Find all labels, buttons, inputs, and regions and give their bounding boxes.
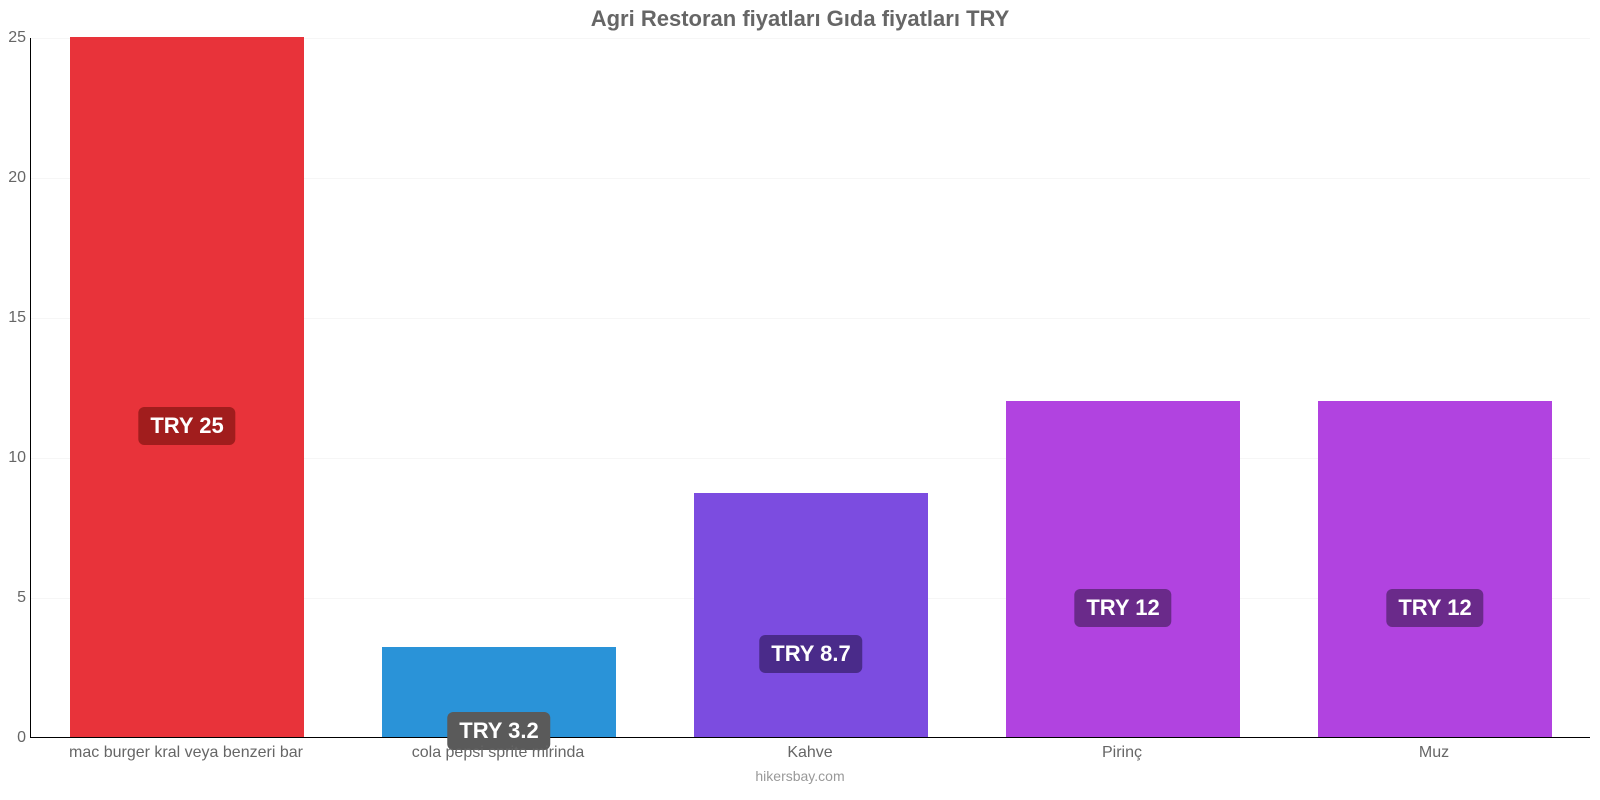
x-label: Pirinç xyxy=(1102,744,1142,762)
y-tick-0: 0 xyxy=(0,729,26,747)
x-label: mac burger kral veya benzeri bar xyxy=(69,744,303,762)
y-tick-5: 5 xyxy=(0,589,26,607)
value-badge: TRY 8.7 xyxy=(759,635,862,673)
plot-area: TRY 25 TRY 3.2 TRY 8.7 TRY 12 TRY 12 xyxy=(30,38,1590,738)
y-tick-25: 25 xyxy=(0,29,26,47)
y-tick-15: 15 xyxy=(0,309,26,327)
price-chart: Agri Restoran fiyatları Gıda fiyatları T… xyxy=(0,0,1600,800)
bar-mac-burger xyxy=(70,37,304,737)
y-tick-20: 20 xyxy=(0,169,26,187)
value-badge: TRY 25 xyxy=(138,407,235,445)
chart-title: Agri Restoran fiyatları Gıda fiyatları T… xyxy=(0,6,1600,32)
x-label: Kahve xyxy=(787,744,832,762)
bar-muz xyxy=(1318,401,1552,737)
value-badge: TRY 12 xyxy=(1074,589,1171,627)
x-label: Muz xyxy=(1419,744,1449,762)
chart-caption: hikersbay.com xyxy=(0,768,1600,784)
value-badge: TRY 12 xyxy=(1386,589,1483,627)
bar-pirinc xyxy=(1006,401,1240,737)
bar-kahve xyxy=(694,493,928,737)
y-tick-10: 10 xyxy=(0,449,26,467)
x-label: cola pepsi sprite mirinda xyxy=(412,744,585,762)
